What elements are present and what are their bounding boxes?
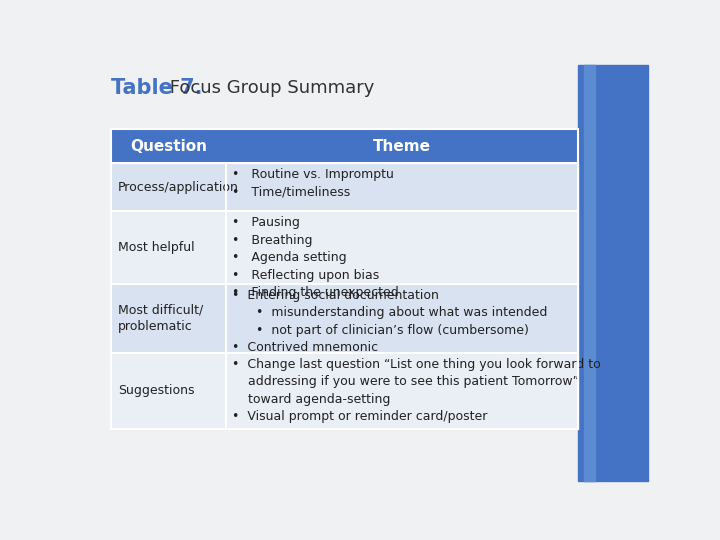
Text: •   Pausing
•   Breathing
•   Agenda setting
•   Reflecting upon bias
•   Findin: • Pausing • Breathing • Agenda setting •… bbox=[233, 216, 399, 299]
Text: Table 7.: Table 7. bbox=[111, 78, 203, 98]
Bar bbox=[111, 211, 578, 284]
Bar bbox=[111, 284, 578, 353]
Text: •  Change last question “List one thing you look forward to
    addressing if yo: • Change last question “List one thing y… bbox=[233, 357, 601, 423]
Bar bbox=[111, 163, 578, 211]
Text: Focus Group Summary: Focus Group Summary bbox=[164, 79, 374, 97]
Text: •  Entering social documentation
      •  misunderstanding about what was intend: • Entering social documentation • misund… bbox=[233, 289, 548, 354]
Text: Theme: Theme bbox=[373, 139, 431, 154]
Bar bbox=[111, 129, 578, 429]
Text: Most helpful: Most helpful bbox=[118, 241, 194, 254]
Text: •   Routine vs. Impromptu
•   Time/timeliness: • Routine vs. Impromptu • Time/timelines… bbox=[233, 168, 395, 199]
Bar bbox=[584, 65, 595, 481]
Bar bbox=[578, 65, 648, 481]
Text: Suggestions: Suggestions bbox=[118, 384, 194, 397]
Text: Most difficult/
problematic: Most difficult/ problematic bbox=[118, 303, 203, 333]
Bar bbox=[111, 353, 578, 429]
Text: Process/application: Process/application bbox=[118, 181, 239, 194]
Text: Question: Question bbox=[130, 139, 207, 154]
Bar bbox=[111, 129, 578, 163]
